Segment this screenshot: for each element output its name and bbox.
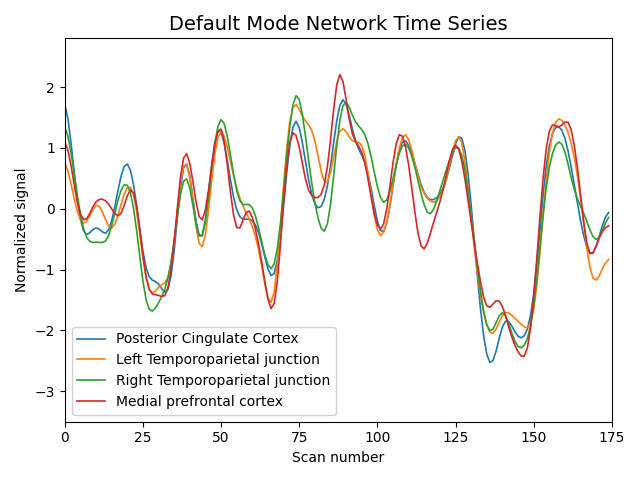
Posterior Cingulate Cortex	[252, 222, 259, 228]
Posterior Cingulate Cortex	[467, 202, 475, 208]
Left Temporoparietal junction	[467, 215, 475, 221]
Left Temporoparietal junction	[217, 129, 225, 135]
Line: Left Temporoparietal junction: Left Temporoparietal junction	[65, 105, 609, 333]
Right Temporoparietal junction	[292, 93, 300, 98]
Right Temporoparietal junction	[467, 212, 475, 218]
Medial prefrontal cortex	[467, 219, 475, 225]
Legend: Posterior Cingulate Cortex, Left Temporoparietal junction, Right Temporoparietal: Posterior Cingulate Cortex, Left Temporo…	[72, 327, 336, 415]
Y-axis label: Normalized signal: Normalized signal	[15, 168, 29, 292]
Title: Default Mode Network Time Series: Default Mode Network Time Series	[169, 15, 508, 34]
Medial prefrontal cortex	[336, 72, 344, 78]
X-axis label: Scan number: Scan number	[292, 451, 385, 465]
Right Temporoparietal junction	[420, 202, 428, 208]
Medial prefrontal cortex	[217, 126, 225, 132]
Posterior Cingulate Cortex	[420, 190, 428, 195]
Line: Medial prefrontal cortex: Medial prefrontal cortex	[65, 75, 609, 356]
Right Temporoparietal junction	[105, 233, 113, 239]
Left Temporoparietal junction	[489, 330, 497, 336]
Medial prefrontal cortex	[252, 226, 259, 232]
Posterior Cingulate Cortex	[217, 129, 225, 135]
Medial prefrontal cortex	[61, 139, 68, 145]
Right Temporoparietal junction	[527, 323, 534, 329]
Posterior Cingulate Cortex	[105, 227, 113, 233]
Left Temporoparietal junction	[105, 223, 113, 229]
Medial prefrontal cortex	[517, 353, 525, 359]
Right Temporoparietal junction	[61, 124, 68, 130]
Medial prefrontal cortex	[105, 201, 113, 207]
Right Temporoparietal junction	[605, 215, 612, 220]
Posterior Cingulate Cortex	[486, 360, 493, 365]
Left Temporoparietal junction	[252, 234, 259, 240]
Line: Right Temporoparietal junction: Right Temporoparietal junction	[65, 96, 609, 348]
Posterior Cingulate Cortex	[61, 101, 68, 107]
Left Temporoparietal junction	[605, 257, 612, 263]
Left Temporoparietal junction	[61, 161, 68, 167]
Medial prefrontal cortex	[420, 246, 428, 252]
Left Temporoparietal junction	[420, 191, 428, 197]
Posterior Cingulate Cortex	[527, 312, 534, 318]
Left Temporoparietal junction	[527, 320, 534, 326]
Posterior Cingulate Cortex	[339, 97, 347, 103]
Left Temporoparietal junction	[292, 102, 300, 108]
Posterior Cingulate Cortex	[605, 210, 612, 216]
Medial prefrontal cortex	[527, 325, 534, 331]
Right Temporoparietal junction	[252, 213, 259, 219]
Right Temporoparietal junction	[217, 117, 225, 122]
Right Temporoparietal junction	[517, 345, 525, 351]
Line: Posterior Cingulate Cortex: Posterior Cingulate Cortex	[65, 100, 609, 362]
Medial prefrontal cortex	[605, 223, 612, 228]
